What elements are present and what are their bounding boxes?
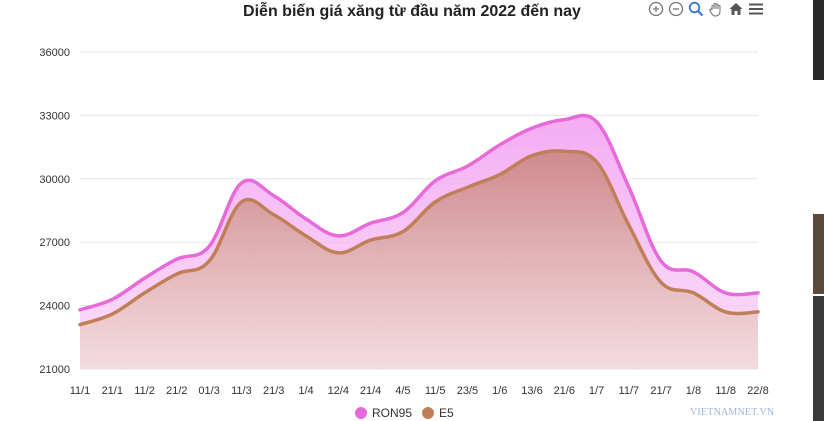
legend-marker-ron95 [355, 407, 367, 419]
x-tick-label: 21/7 [650, 385, 671, 397]
x-tick-label: 11/3 [231, 385, 252, 397]
x-tick-label: 11/5 [425, 385, 446, 397]
x-tick-label: 12/4 [328, 385, 349, 397]
legend-item-ron95[interactable]: RON95 [355, 406, 412, 420]
x-tick-label: 1/6 [492, 385, 507, 397]
x-tick-label: 1/8 [686, 385, 701, 397]
x-tick-label: 22/8 [747, 385, 768, 397]
adjacent-page-strip [813, 0, 824, 421]
legend-item-e5[interactable]: E5 [422, 406, 454, 420]
y-tick-label: 36000 [39, 47, 70, 59]
zoom-in-icon[interactable] [647, 0, 665, 18]
x-tick-label: 11/2 [134, 385, 155, 397]
x-tick-label: 11/8 [715, 385, 736, 397]
x-tick-label: 01/3 [198, 385, 219, 397]
y-tick-label: 30000 [39, 174, 70, 186]
x-tick-label: 1/4 [298, 385, 313, 397]
chart-toolbar [647, 0, 765, 18]
y-tick-label: 21000 [39, 364, 70, 376]
series-e5-line[interactable] [78, 149, 760, 327]
x-tick-label: 21/1 [102, 385, 123, 397]
y-tick-label: 27000 [39, 237, 70, 249]
x-tick-label: 23/5 [457, 385, 478, 397]
chart-legend: RON95 E5 [355, 405, 454, 421]
series-ron95-line[interactable] [78, 113, 760, 312]
x-tick-label: 21/3 [263, 385, 284, 397]
menu-icon[interactable] [747, 0, 765, 18]
x-tick-label: 21/4 [360, 385, 381, 397]
x-tick-label: 21/2 [166, 385, 187, 397]
legend-marker-e5 [422, 407, 435, 419]
legend-label-ron95: RON95 [372, 406, 413, 420]
source-watermark: VIETNAMNET.VN [690, 407, 775, 418]
zoom-out-icon[interactable] [667, 0, 685, 18]
home-icon[interactable] [727, 0, 745, 18]
x-tick-label: 11/7 [619, 385, 640, 397]
x-tick-label: 1/7 [589, 385, 604, 397]
x-tick-label: 21/6 [554, 385, 575, 397]
pan-hand-icon[interactable] [707, 0, 725, 18]
legend-label-e5: E5 [439, 406, 454, 420]
x-tick-label: 13/6 [521, 385, 542, 397]
x-tick-label: 11/1 [70, 385, 91, 397]
y-tick-label: 24000 [39, 301, 70, 313]
y-tick-label: 33000 [39, 110, 70, 122]
series-e5-area [80, 150, 758, 369]
magnify-icon[interactable] [687, 0, 705, 18]
x-tick-label: 4/5 [395, 385, 410, 397]
